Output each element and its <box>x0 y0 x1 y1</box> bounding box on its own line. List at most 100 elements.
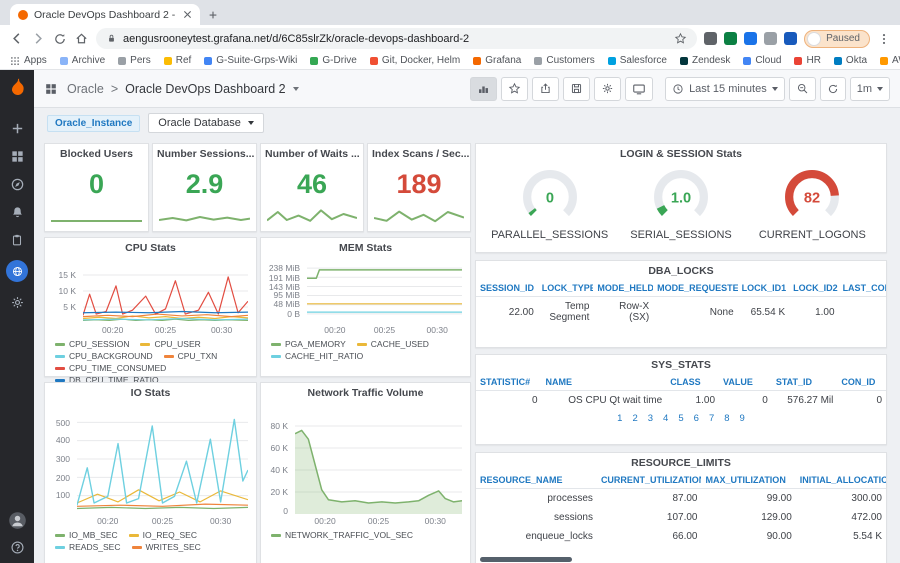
cycle-view-tv-button[interactable] <box>625 76 654 101</box>
extension-icon[interactable] <box>784 32 798 45</box>
extension-icon[interactable] <box>744 32 758 45</box>
panel-title[interactable]: Blocked Users <box>60 148 133 160</box>
page-number[interactable]: 2 <box>632 413 638 424</box>
io-chart[interactable] <box>77 404 248 514</box>
legend-item[interactable]: CPU_TXN <box>163 351 217 361</box>
extension-icon[interactable] <box>724 32 738 45</box>
legend-item[interactable]: CPU_TIME_CONSUMED <box>55 363 166 373</box>
breadcrumb-folder[interactable]: Oracle <box>67 81 104 96</box>
bookmark-item[interactable]: Archive <box>59 55 105 66</box>
breadcrumb-dashboard-title[interactable]: Oracle DevOps Dashboard 2 <box>125 81 286 96</box>
help-icon[interactable] <box>10 540 25 555</box>
page-number[interactable]: 9 <box>739 413 745 424</box>
page-number[interactable]: 4 <box>663 413 669 424</box>
explore-compass-icon[interactable] <box>10 177 25 192</box>
bookmark-item[interactable]: G-Drive <box>310 55 357 66</box>
home-button[interactable] <box>74 31 89 46</box>
back-button[interactable] <box>9 31 24 46</box>
save-dashboard-button[interactable] <box>563 76 591 101</box>
tab-close-icon[interactable] <box>183 10 192 19</box>
page-number[interactable]: 5 <box>678 413 684 424</box>
legend-item[interactable]: CACHE_USED <box>356 339 429 349</box>
page-number[interactable]: 3 <box>647 413 654 424</box>
legend-item[interactable]: PGA_MEMORY <box>271 339 346 349</box>
column-header[interactable]: NAME <box>541 374 667 391</box>
legend-item[interactable]: WRITES_SEC <box>131 542 201 552</box>
column-header[interactable]: RESOURCE_NAME <box>476 472 597 489</box>
omnibox[interactable]: aengusrooneytest.grafana.net/d/6C85slrZk… <box>96 28 698 49</box>
bookmark-item[interactable]: Customers <box>534 55 595 66</box>
extension-icon[interactable] <box>704 32 718 45</box>
panel-title[interactable]: Network Traffic Volume <box>307 387 424 399</box>
star-dashboard-button[interactable] <box>501 76 529 101</box>
bookmark-item[interactable]: Ref <box>163 55 191 66</box>
legend-item[interactable]: CPU_BACKGROUND <box>55 351 153 361</box>
column-header[interactable]: STATISTIC# <box>476 374 542 391</box>
column-header[interactable]: STAT_ID <box>771 374 838 391</box>
forward-button[interactable] <box>31 31 46 46</box>
dashboards-icon[interactable] <box>10 149 25 164</box>
bookmark-item[interactable]: AWS Login <box>880 55 900 66</box>
bookmark-item[interactable]: Git, Docker, Helm <box>369 55 460 66</box>
legend-item[interactable]: NETWORK_TRAFFIC_VOL_SEC <box>271 530 413 540</box>
column-header[interactable]: LAST_CON... <box>838 280 886 297</box>
page-number[interactable]: 6 <box>693 413 699 424</box>
database-variable-dropdown[interactable]: Oracle Database <box>148 113 264 133</box>
bookmark-apps[interactable]: Apps <box>10 55 47 66</box>
reload-button[interactable] <box>53 32 67 46</box>
legend-item[interactable]: CPU_SESSION <box>55 339 129 349</box>
column-header[interactable]: VALUE <box>719 374 772 391</box>
refresh-button[interactable] <box>819 76 846 101</box>
bookmark-item[interactable]: Grafana <box>473 55 521 66</box>
panel-title[interactable]: IO Stats <box>130 387 171 399</box>
column-header[interactable]: LOCK_ID2 <box>789 280 839 297</box>
bookmark-item[interactable]: Salesforce <box>607 55 667 66</box>
column-header[interactable]: CON_ID <box>837 374 886 391</box>
bookmark-star-icon[interactable] <box>674 32 687 45</box>
bookmark-item[interactable]: G-Suite-Grps-Wiki <box>204 55 297 66</box>
bookmark-item[interactable]: Cloud <box>743 55 781 66</box>
panel-title[interactable]: LOGIN & SESSION Stats <box>620 148 742 160</box>
column-header[interactable]: CURRENT_UTILIZATION <box>596 472 702 489</box>
column-header[interactable]: LOCK_TYPE <box>537 280 594 297</box>
refresh-interval-dropdown[interactable]: 1m <box>849 76 890 101</box>
grafana-logo[interactable] <box>7 77 28 98</box>
panel-title[interactable]: SYS_STATS <box>651 359 711 371</box>
bookmark-item[interactable]: Pers <box>118 55 151 66</box>
snapshots-clipboard-icon[interactable] <box>10 233 24 247</box>
panel-title[interactable]: DBA_LOCKS <box>648 265 714 277</box>
bookmark-item[interactable]: Zendesk <box>679 55 730 66</box>
extension-icon[interactable] <box>764 32 778 45</box>
legend-item[interactable]: IO_REQ_SEC <box>128 530 197 540</box>
legend-item[interactable]: CACHE_HIT_RATIO <box>271 351 363 361</box>
add-panel-button[interactable] <box>470 76 498 101</box>
user-avatar[interactable] <box>8 511 27 530</box>
alerting-bell-icon[interactable] <box>10 205 25 220</box>
browser-menu-button[interactable] <box>877 32 891 46</box>
page-number[interactable]: 8 <box>724 413 730 424</box>
column-header[interactable]: MAX_UTILIZATION <box>701 472 796 489</box>
panel-title[interactable]: MEM Stats <box>338 242 393 254</box>
horizontal-scrollbar-thumb[interactable] <box>480 557 572 562</box>
legend-item[interactable]: READS_SEC <box>55 542 121 552</box>
template-variable-tag[interactable]: Oracle_Instance <box>47 114 141 132</box>
mem-chart[interactable] <box>307 259 462 323</box>
panel-title[interactable]: CPU Stats <box>125 242 176 254</box>
panel-title[interactable]: Number of Waits ... <box>265 148 360 160</box>
panel-title[interactable]: Index Scans / Sec... <box>372 148 470 160</box>
page-number[interactable]: 1 <box>617 413 623 424</box>
bookmark-item[interactable]: Okta <box>833 55 867 66</box>
oracle-app-globe-icon[interactable] <box>6 260 28 282</box>
legend-item[interactable]: IO_MB_SEC <box>55 530 118 540</box>
create-plus-icon[interactable] <box>10 121 25 136</box>
column-header[interactable]: MODE_HELD <box>593 280 654 297</box>
legend-item[interactable]: CPU_USER <box>140 339 201 349</box>
legend-item[interactable]: DB_CPU_TIME_RATIO <box>55 375 159 385</box>
browser-tab[interactable]: Oracle DevOps Dashboard 2 - <box>10 4 200 25</box>
time-range-picker[interactable]: Last 15 minutes <box>665 76 785 101</box>
panel-title[interactable]: RESOURCE_LIMITS <box>631 457 731 469</box>
dashboard-settings-button[interactable] <box>594 76 622 101</box>
dashboard-grid-icon[interactable] <box>44 82 58 96</box>
chevron-down-icon[interactable] <box>292 86 299 91</box>
new-tab-button[interactable] <box>200 4 226 25</box>
